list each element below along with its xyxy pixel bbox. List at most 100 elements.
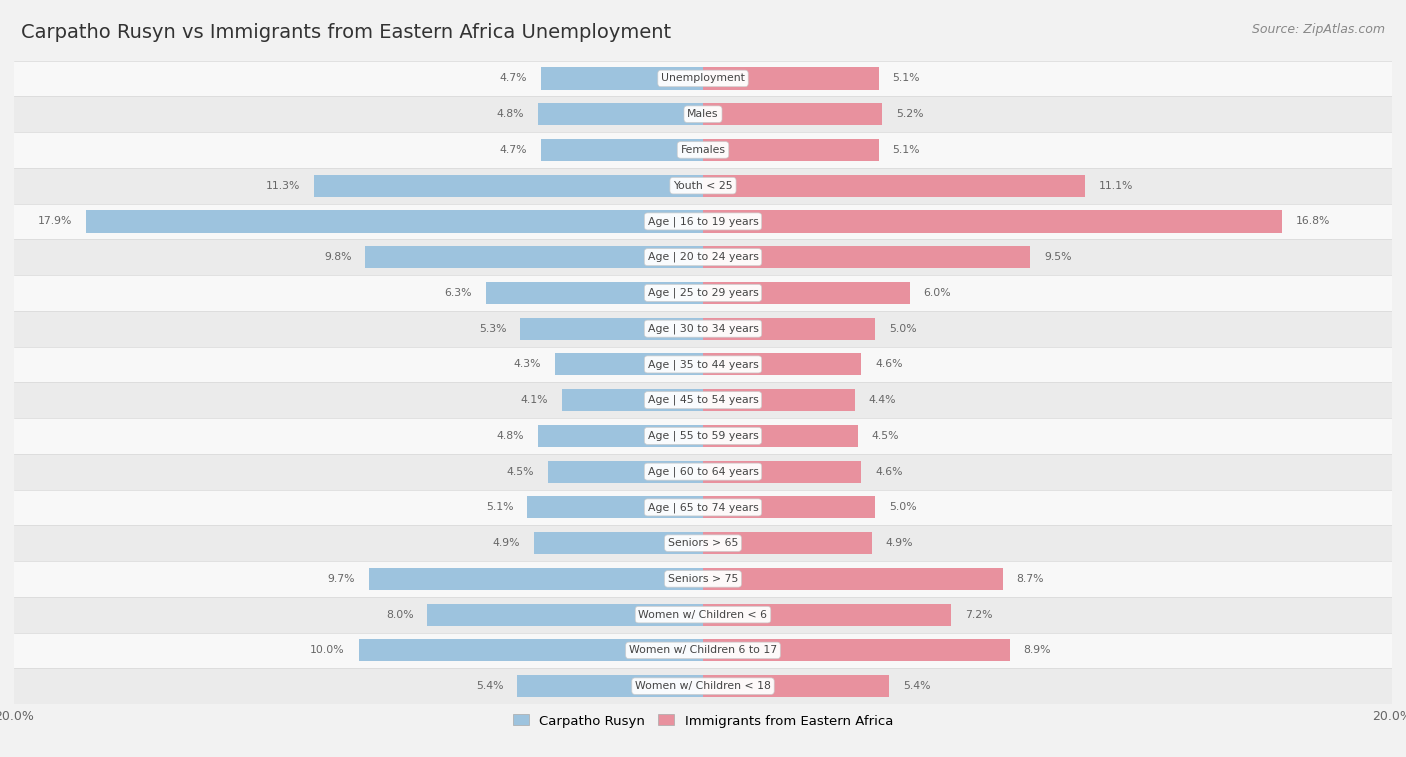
Bar	[534, 532, 703, 554]
Bar	[703, 460, 862, 483]
Text: Seniors > 75: Seniors > 75	[668, 574, 738, 584]
Bar	[703, 354, 862, 375]
Text: Source: ZipAtlas.com: Source: ZipAtlas.com	[1251, 23, 1385, 36]
Bar	[555, 354, 703, 375]
Text: 5.3%: 5.3%	[479, 324, 506, 334]
Bar	[703, 139, 879, 161]
Bar	[14, 204, 1392, 239]
Bar	[486, 282, 703, 304]
Text: 8.9%: 8.9%	[1024, 646, 1050, 656]
Bar	[527, 497, 703, 519]
Bar	[517, 675, 703, 697]
Bar	[14, 633, 1392, 668]
Text: 4.9%: 4.9%	[494, 538, 520, 548]
Text: Unemployment: Unemployment	[661, 73, 745, 83]
Bar	[359, 640, 703, 662]
Bar	[14, 668, 1392, 704]
Text: 4.5%: 4.5%	[872, 431, 900, 441]
Text: 4.9%: 4.9%	[886, 538, 912, 548]
Text: 4.4%: 4.4%	[869, 395, 896, 405]
Text: 6.0%: 6.0%	[924, 288, 950, 298]
Text: Age | 55 to 59 years: Age | 55 to 59 years	[648, 431, 758, 441]
Text: 5.4%: 5.4%	[475, 681, 503, 691]
Text: 10.0%: 10.0%	[311, 646, 344, 656]
Text: 5.0%: 5.0%	[889, 503, 917, 512]
Bar	[703, 67, 879, 89]
Bar	[14, 418, 1392, 453]
Text: Women w/ Children 6 to 17: Women w/ Children 6 to 17	[628, 646, 778, 656]
Text: 5.1%: 5.1%	[893, 145, 920, 155]
Text: Youth < 25: Youth < 25	[673, 181, 733, 191]
Bar	[14, 525, 1392, 561]
Text: Females: Females	[681, 145, 725, 155]
Text: 11.3%: 11.3%	[266, 181, 299, 191]
Text: Age | 30 to 34 years: Age | 30 to 34 years	[648, 323, 758, 334]
Text: Carpatho Rusyn vs Immigrants from Eastern Africa Unemployment: Carpatho Rusyn vs Immigrants from Easter…	[21, 23, 671, 42]
Text: 5.1%: 5.1%	[486, 503, 513, 512]
Text: 4.8%: 4.8%	[496, 431, 524, 441]
Bar	[703, 603, 950, 626]
Text: 17.9%: 17.9%	[38, 217, 73, 226]
Text: 4.5%: 4.5%	[506, 466, 534, 477]
Text: 4.6%: 4.6%	[875, 360, 903, 369]
Bar	[14, 597, 1392, 633]
Bar	[14, 561, 1392, 597]
Bar	[427, 603, 703, 626]
Bar	[703, 640, 1010, 662]
Text: 4.8%: 4.8%	[496, 109, 524, 119]
Text: Age | 45 to 54 years: Age | 45 to 54 years	[648, 395, 758, 406]
Bar	[14, 168, 1392, 204]
Bar	[368, 568, 703, 590]
Bar	[14, 490, 1392, 525]
Text: 11.1%: 11.1%	[1099, 181, 1133, 191]
Legend: Carpatho Rusyn, Immigrants from Eastern Africa: Carpatho Rusyn, Immigrants from Eastern …	[508, 709, 898, 733]
Bar	[703, 318, 875, 340]
Bar	[14, 239, 1392, 275]
Bar	[541, 139, 703, 161]
Text: 4.6%: 4.6%	[875, 466, 903, 477]
Text: 9.7%: 9.7%	[328, 574, 356, 584]
Text: Age | 16 to 19 years: Age | 16 to 19 years	[648, 217, 758, 226]
Text: 4.7%: 4.7%	[499, 73, 527, 83]
Text: 8.0%: 8.0%	[387, 609, 413, 620]
Text: Age | 20 to 24 years: Age | 20 to 24 years	[648, 252, 758, 263]
Bar	[703, 246, 1031, 268]
Text: 8.7%: 8.7%	[1017, 574, 1045, 584]
Text: 5.2%: 5.2%	[896, 109, 924, 119]
Bar	[314, 175, 703, 197]
Bar	[548, 460, 703, 483]
Text: Age | 25 to 29 years: Age | 25 to 29 years	[648, 288, 758, 298]
Text: Age | 35 to 44 years: Age | 35 to 44 years	[648, 359, 758, 369]
Text: 4.1%: 4.1%	[520, 395, 548, 405]
Bar	[703, 568, 1002, 590]
Bar	[703, 282, 910, 304]
Text: 4.3%: 4.3%	[513, 360, 541, 369]
Text: 5.0%: 5.0%	[889, 324, 917, 334]
Text: 9.8%: 9.8%	[325, 252, 352, 262]
Text: Age | 60 to 64 years: Age | 60 to 64 years	[648, 466, 758, 477]
Text: 4.7%: 4.7%	[499, 145, 527, 155]
Text: 9.5%: 9.5%	[1045, 252, 1071, 262]
Text: Women w/ Children < 6: Women w/ Children < 6	[638, 609, 768, 620]
Bar	[86, 210, 703, 232]
Bar	[14, 96, 1392, 132]
Bar	[703, 425, 858, 447]
Bar	[541, 67, 703, 89]
Text: 7.2%: 7.2%	[965, 609, 993, 620]
Text: Males: Males	[688, 109, 718, 119]
Text: 5.1%: 5.1%	[893, 73, 920, 83]
Bar	[562, 389, 703, 411]
Bar	[520, 318, 703, 340]
Text: 6.3%: 6.3%	[444, 288, 472, 298]
Text: Women w/ Children < 18: Women w/ Children < 18	[636, 681, 770, 691]
Bar	[14, 275, 1392, 311]
Bar	[703, 532, 872, 554]
Bar	[14, 382, 1392, 418]
Bar	[703, 103, 882, 125]
Bar	[14, 132, 1392, 168]
Text: 16.8%: 16.8%	[1295, 217, 1330, 226]
Bar	[366, 246, 703, 268]
Bar	[703, 175, 1085, 197]
Text: Age | 65 to 74 years: Age | 65 to 74 years	[648, 502, 758, 512]
Text: Seniors > 65: Seniors > 65	[668, 538, 738, 548]
